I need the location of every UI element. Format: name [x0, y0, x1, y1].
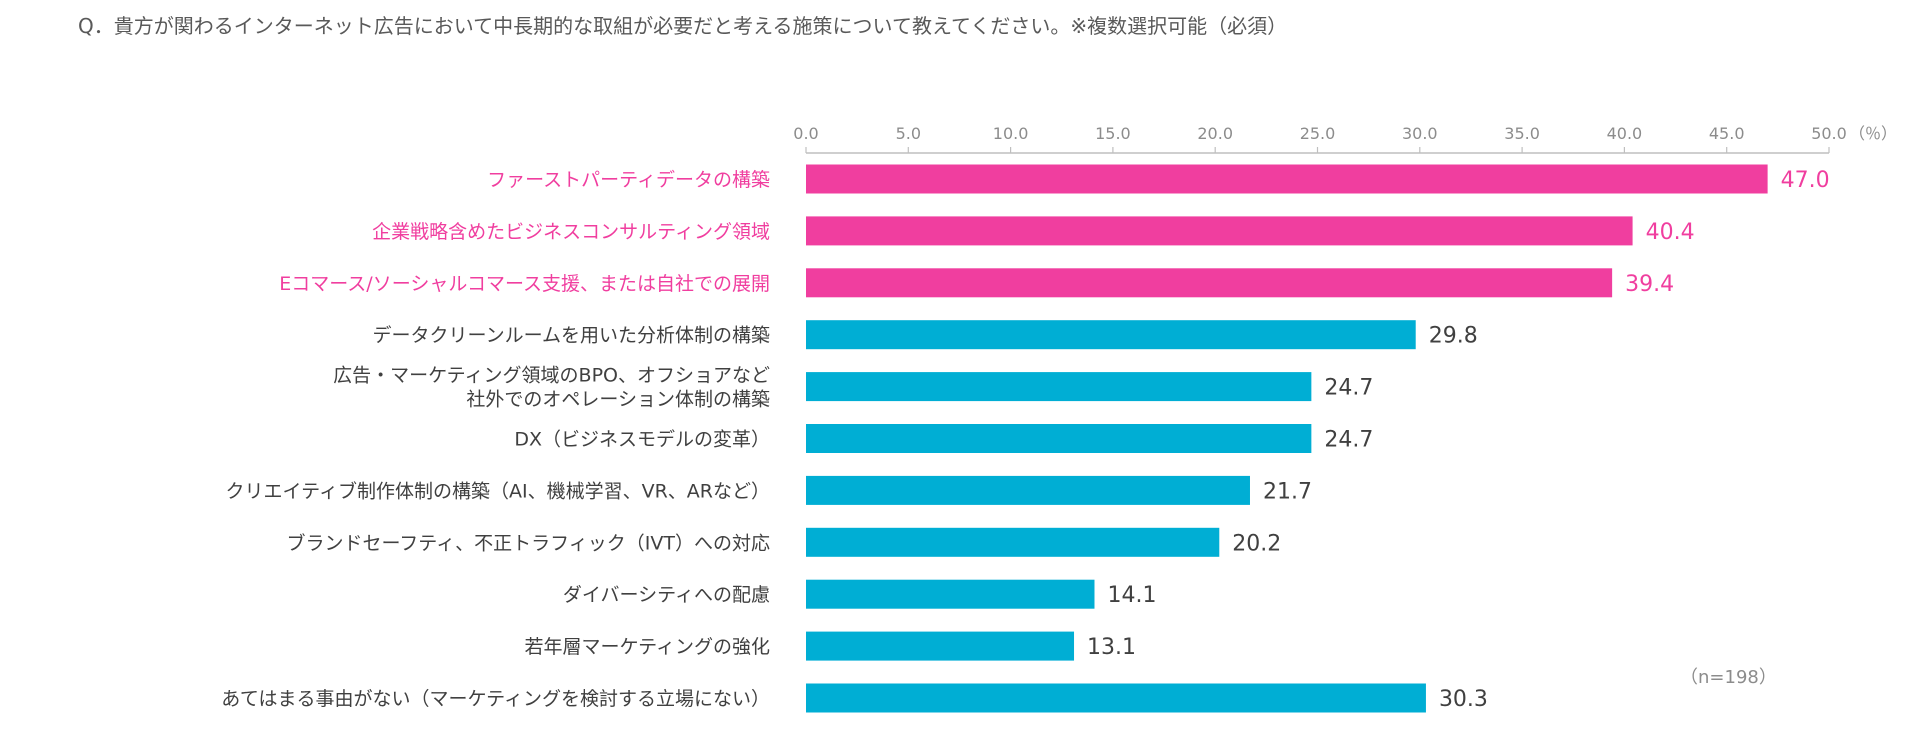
x-tick-label: 30.0	[1402, 124, 1438, 143]
bar	[806, 216, 1633, 246]
bar	[806, 320, 1416, 350]
value-labels: 47.0 40.4 39.4 29.8 24.7 24.7 21.7 20.2 14.1 13.1…	[1087, 168, 1830, 712]
bar	[806, 683, 1426, 713]
x-tick-label: 15.0	[1095, 124, 1131, 143]
bar-series	[806, 164, 1768, 713]
bar	[806, 475, 1250, 505]
x-tick-label: 20.0	[1197, 124, 1233, 143]
bar	[806, 631, 1075, 661]
bar	[806, 372, 1312, 402]
category-label: DX（ビジネスモデルの変革）	[514, 429, 770, 451]
category-label: 広告・マーケティング領域のBPO、オフショアなど	[333, 365, 770, 387]
x-tick-label: 35.0	[1504, 124, 1540, 143]
x-tick-label: 50.0	[1811, 124, 1847, 143]
bar	[806, 424, 1312, 453]
category-label: Eコマース/ソーシャルコマース支援、または自社での展開	[279, 273, 770, 295]
bar	[806, 579, 1095, 609]
value-label: 24.7	[1324, 428, 1373, 453]
x-tick-label: 40.0	[1607, 124, 1643, 143]
x-axis-unit-label: （％）	[1849, 124, 1897, 143]
category-label: あてはまる事由がない（マーケティングを検討する立場にない）	[221, 688, 770, 710]
question-title: Q．貴方が関わるインターネット広告において中長期的な取組が必要だと考える施策につ…	[78, 14, 1288, 38]
value-label: 21.7	[1263, 479, 1312, 504]
x-axis: 0.0 5.0 10.0 15.0 20.0 25.0 30.0 35.0 40.0 45.0 50…	[793, 124, 1897, 154]
category-label: 企業戦略含めたビジネスコンサルティング領域	[372, 221, 770, 243]
category-label: 若年層マーケティングの強化	[525, 636, 770, 658]
category-label: クリエイティブ制作体制の構築（AI、機械学習、VR、ARなど）	[226, 479, 770, 502]
sample-size-note: （n=198）	[1680, 667, 1777, 688]
value-label: 30.3	[1439, 687, 1488, 712]
category-label: ブランドセーフティ、不正トラフィック（IVT）への対応	[286, 531, 770, 554]
value-label: 13.1	[1087, 635, 1136, 660]
category-label: ファーストパーティデータの構築	[487, 169, 770, 191]
value-label: 29.8	[1429, 324, 1478, 349]
x-tick-label: 10.0	[993, 124, 1029, 143]
bar	[806, 268, 1613, 298]
value-label: 24.7	[1324, 376, 1373, 401]
category-label: データクリーンルームを用いた分析体制の構築	[373, 325, 770, 347]
value-label: 40.4	[1646, 220, 1695, 245]
x-tick-label: 5.0	[896, 124, 921, 143]
value-label: 14.1	[1107, 583, 1156, 608]
category-label: 社外でのオペレーション体制の構築	[466, 389, 770, 411]
x-tick-label: 45.0	[1709, 124, 1745, 143]
value-label: 39.4	[1625, 272, 1674, 297]
bar	[806, 164, 1768, 194]
category-label: ダイバーシティへの配慮	[563, 584, 770, 606]
value-label: 20.2	[1232, 531, 1281, 556]
x-tick-label: 0.0	[793, 124, 818, 143]
bar	[806, 527, 1220, 557]
x-tick-label: 25.0	[1300, 124, 1336, 143]
value-label: 47.0	[1781, 168, 1830, 193]
